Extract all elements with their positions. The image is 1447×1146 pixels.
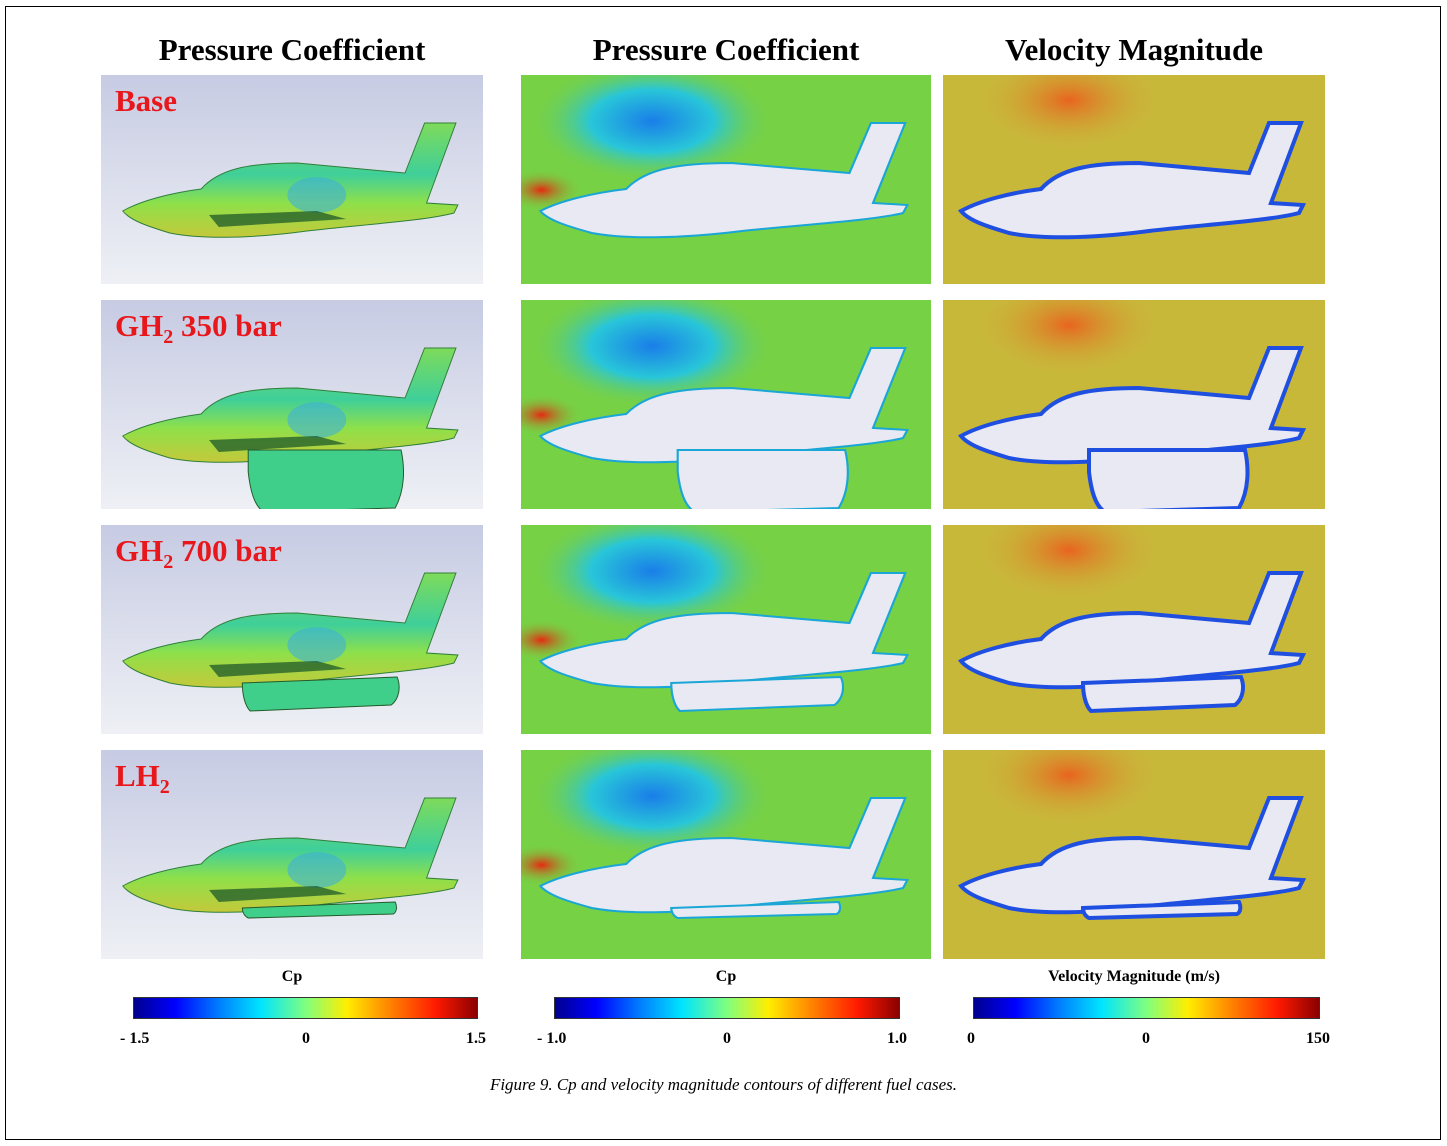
- colorbar-tick-min: - 1.0: [537, 1030, 567, 1047]
- colorbar-tick-min: 0: [967, 1030, 975, 1047]
- colorbar-title-velocity: Velocity Magnitude (m/s): [1048, 968, 1220, 985]
- velocity-contour-plot: [943, 75, 1325, 284]
- colorbar-tick-min: - 1.5: [120, 1030, 150, 1047]
- case-label: LH2: [115, 758, 170, 799]
- cp-contour-plot: [521, 75, 931, 284]
- colorbar-velocity: [973, 997, 1320, 1019]
- colorbar-title-3d-cp: Cp: [281, 968, 303, 985]
- column-title-velocity: Velocity Magnitude: [1004, 32, 1264, 67]
- surface-cp-render: LH2: [101, 750, 483, 959]
- colorbar-tick-max: 1.5: [466, 1030, 486, 1047]
- figure-frame: [5, 6, 1441, 1140]
- colorbar-2d-cp: [554, 997, 900, 1019]
- colorbar-tick-mid: 0: [1142, 1030, 1150, 1047]
- colorbar-tick-max: 150: [1306, 1030, 1330, 1047]
- case-label: Base: [115, 83, 177, 118]
- velocity-contour-plot: [943, 300, 1325, 509]
- figure-caption: Figure 9. Cp and velocity magnitude cont…: [489, 1075, 958, 1094]
- colorbar-tick-max: 1.0: [887, 1030, 907, 1047]
- case-label: GH2 350 bar: [115, 308, 282, 349]
- colorbar-tick-mid: 0: [723, 1030, 731, 1047]
- colorbar-tick-mid: 0: [302, 1030, 310, 1047]
- velocity-contour-plot: [943, 750, 1325, 959]
- surface-cp-render: Base: [101, 75, 483, 284]
- surface-cp-render: GH2 350 bar: [101, 300, 483, 509]
- column-title-2d-cp: Pressure Coefficient: [592, 32, 860, 67]
- velocity-contour-plot: [943, 525, 1325, 734]
- surface-cp-render: GH2 700 bar: [101, 525, 483, 734]
- case-label: GH2 700 bar: [115, 533, 282, 574]
- cp-contour-plot: [521, 750, 931, 959]
- colorbar-3d-cp: [133, 997, 478, 1019]
- cp-contour-plot: [521, 300, 931, 509]
- column-title-3d-cp: Pressure Coefficient: [158, 32, 426, 67]
- colorbar-title-2d-cp: Cp: [715, 968, 737, 985]
- cp-contour-plot: [521, 525, 931, 734]
